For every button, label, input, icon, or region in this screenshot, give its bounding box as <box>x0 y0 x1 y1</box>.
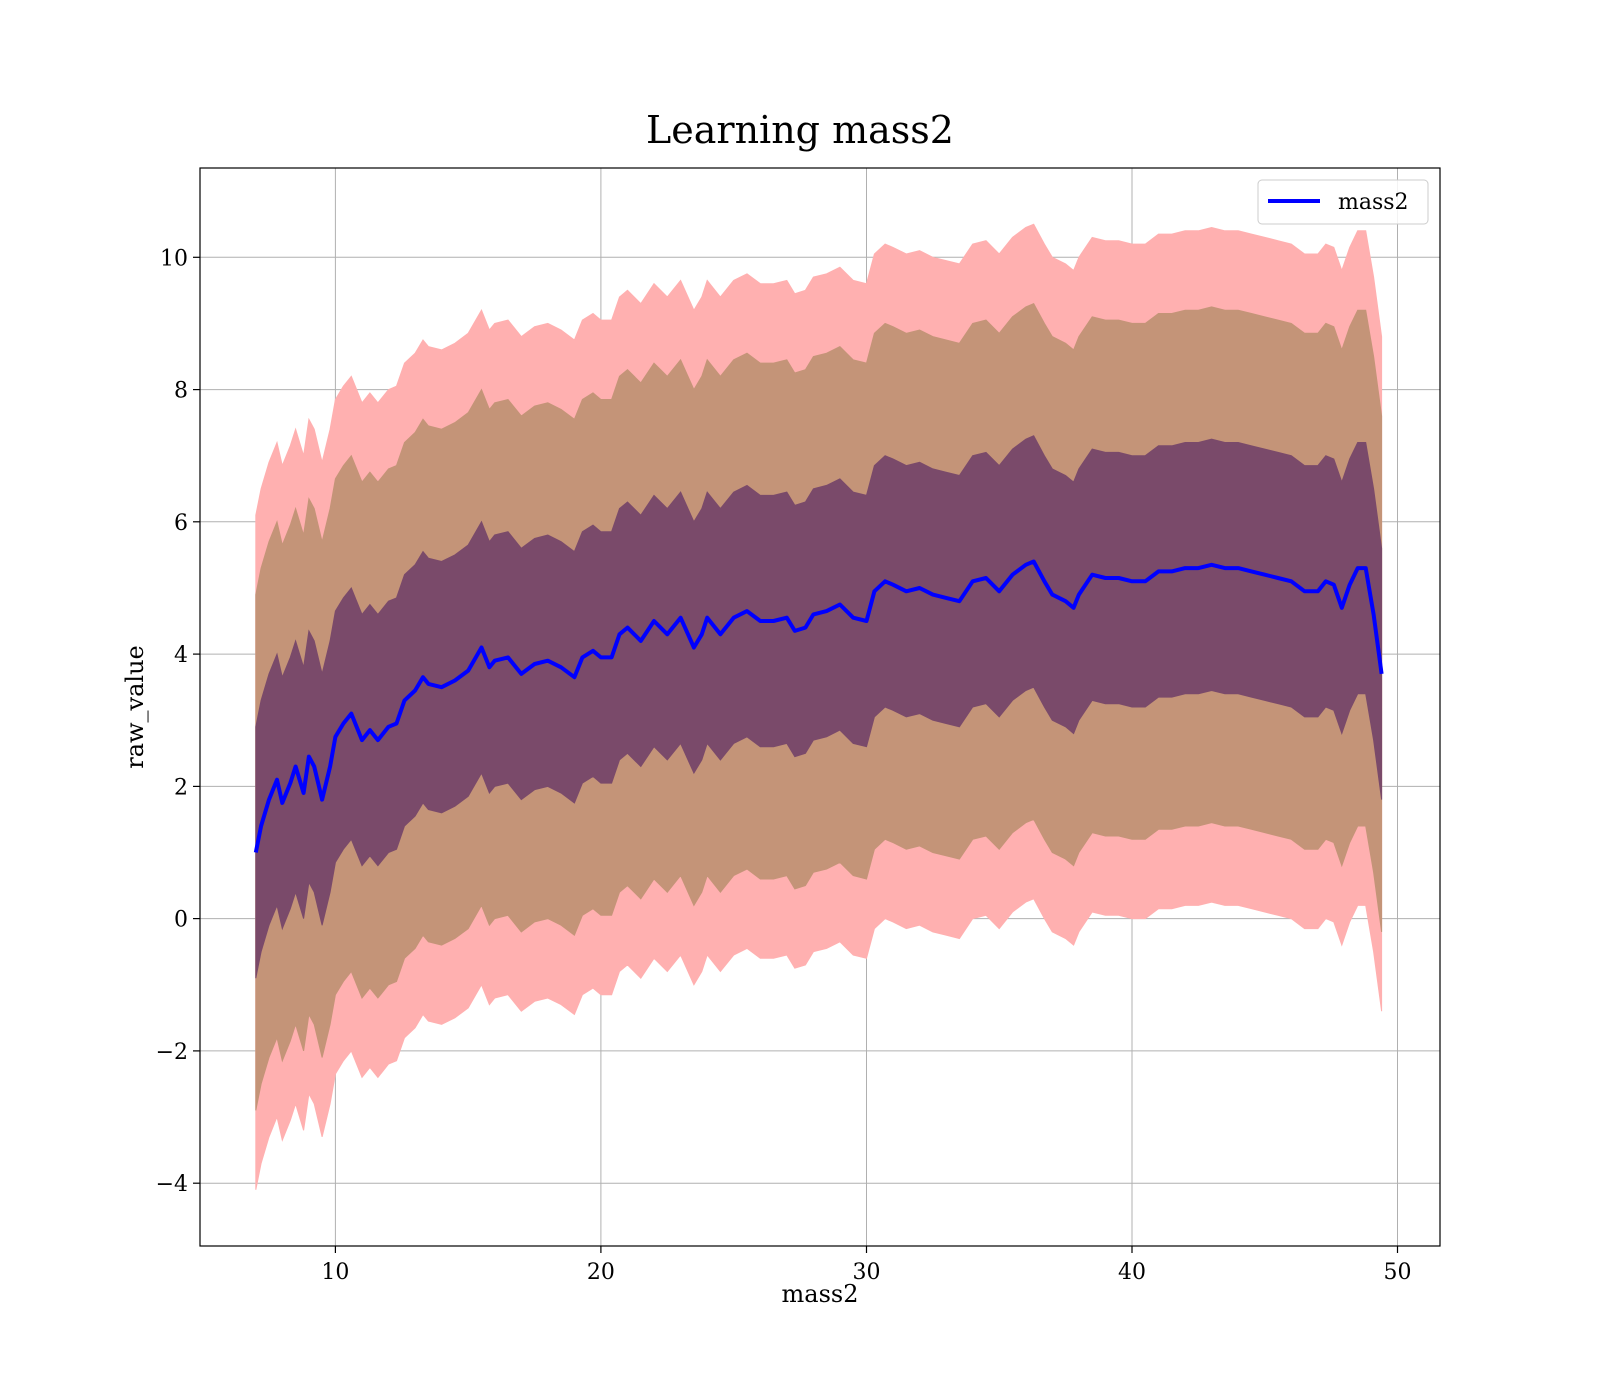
x-tick-label-20: 20 <box>587 1260 615 1285</box>
y-tick-label-10: 10 <box>160 246 188 271</box>
inner-band <box>255 435 1383 979</box>
x-tick-label-40: 40 <box>1118 1260 1146 1285</box>
x-tick-label-30: 30 <box>853 1260 881 1285</box>
x-axis-label: mass2 <box>782 1280 859 1308</box>
y-tick-label--4: −4 <box>156 1172 188 1197</box>
plot-frame <box>199 167 1441 1247</box>
y-tick-label-4: 4 <box>174 643 188 668</box>
uncertainty-bands <box>255 223 1383 1190</box>
legend: mass2 <box>1257 179 1429 225</box>
y-tick-label-8: 8 <box>174 379 188 404</box>
y-tick-label-2: 2 <box>174 775 188 800</box>
y-tick-label--2: −2 <box>156 1040 188 1065</box>
x-tick-label-10: 10 <box>321 1260 349 1285</box>
legend-box <box>1257 179 1429 225</box>
y-tick-label-0: 0 <box>174 908 188 933</box>
x-axis-ticks: 10 20 30 40 50 <box>321 1246 1412 1285</box>
y-axis-ticks: −4 −2 0 2 4 6 8 10 <box>156 246 200 1197</box>
y-tick-label-6: 6 <box>174 511 188 536</box>
series-lines <box>253 559 1384 853</box>
chart-title: Learning mass2 <box>646 108 954 152</box>
legend-label-mass2: mass2 <box>1338 190 1409 215</box>
x-tick-label-50: 50 <box>1384 1260 1412 1285</box>
series-line-mass2 <box>253 559 1384 853</box>
y-axis-label: raw_value <box>121 645 149 769</box>
